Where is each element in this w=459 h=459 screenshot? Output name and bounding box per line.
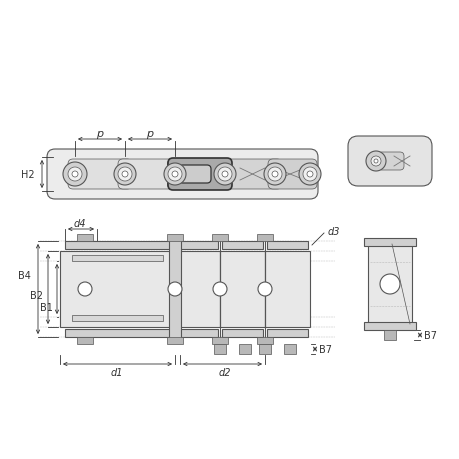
Circle shape (63, 162, 87, 187)
Bar (257, 337, 272, 344)
Bar (177, 241, 218, 249)
Circle shape (268, 168, 281, 182)
Circle shape (168, 282, 182, 297)
Bar (266, 241, 308, 249)
Bar (383, 330, 395, 340)
Bar (222, 329, 263, 337)
Bar (77, 235, 93, 241)
Circle shape (257, 282, 271, 297)
Bar (239, 344, 251, 354)
Bar (177, 329, 218, 337)
Bar (213, 344, 225, 354)
Circle shape (213, 164, 235, 185)
Text: p: p (96, 129, 103, 139)
Circle shape (78, 282, 92, 297)
Circle shape (72, 172, 78, 178)
FancyBboxPatch shape (47, 150, 317, 200)
Circle shape (263, 164, 285, 185)
Circle shape (172, 172, 178, 178)
Bar (363, 239, 415, 246)
Bar (174, 252, 219, 327)
Circle shape (370, 157, 380, 167)
Circle shape (306, 172, 312, 178)
Bar (77, 337, 93, 344)
Bar (167, 337, 183, 344)
Circle shape (68, 168, 82, 182)
Circle shape (164, 164, 185, 185)
Bar (257, 235, 272, 241)
Bar (283, 344, 295, 354)
FancyBboxPatch shape (168, 159, 231, 190)
FancyBboxPatch shape (377, 153, 403, 171)
Circle shape (298, 164, 320, 185)
Text: H2: H2 (21, 170, 35, 179)
Bar (72, 256, 162, 262)
Text: d3: d3 (327, 226, 340, 236)
Circle shape (122, 172, 128, 178)
Bar (65, 329, 170, 337)
FancyBboxPatch shape (179, 166, 211, 184)
Bar (167, 235, 183, 241)
Text: B4: B4 (18, 270, 31, 280)
Bar (219, 252, 264, 327)
FancyBboxPatch shape (118, 160, 182, 190)
FancyBboxPatch shape (268, 160, 316, 190)
Bar (168, 240, 180, 339)
Bar (60, 252, 174, 327)
Text: d1: d1 (111, 367, 123, 377)
Circle shape (271, 172, 277, 178)
Circle shape (373, 160, 377, 164)
Circle shape (213, 282, 226, 297)
Circle shape (118, 168, 132, 182)
Circle shape (168, 168, 182, 182)
Bar (212, 337, 228, 344)
FancyBboxPatch shape (218, 160, 281, 190)
Text: B7: B7 (423, 330, 436, 340)
FancyBboxPatch shape (347, 137, 431, 187)
Text: B7: B7 (318, 344, 331, 354)
Circle shape (379, 274, 399, 294)
Bar (65, 241, 170, 249)
FancyBboxPatch shape (168, 160, 231, 190)
Text: p: p (146, 129, 153, 139)
Text: B2: B2 (30, 291, 43, 300)
Bar (212, 235, 228, 241)
Bar (222, 241, 263, 249)
FancyBboxPatch shape (68, 160, 132, 190)
Circle shape (365, 151, 385, 172)
Bar (266, 329, 308, 337)
Circle shape (302, 168, 316, 182)
Text: d2: d2 (218, 367, 231, 377)
Bar (363, 322, 415, 330)
Bar (72, 315, 162, 321)
Circle shape (222, 172, 228, 178)
Bar (367, 245, 411, 325)
Text: B1: B1 (40, 302, 53, 312)
Bar (264, 252, 309, 327)
Circle shape (114, 164, 136, 185)
Text: d4: d4 (73, 218, 86, 229)
Circle shape (218, 168, 231, 182)
Bar (258, 344, 270, 354)
